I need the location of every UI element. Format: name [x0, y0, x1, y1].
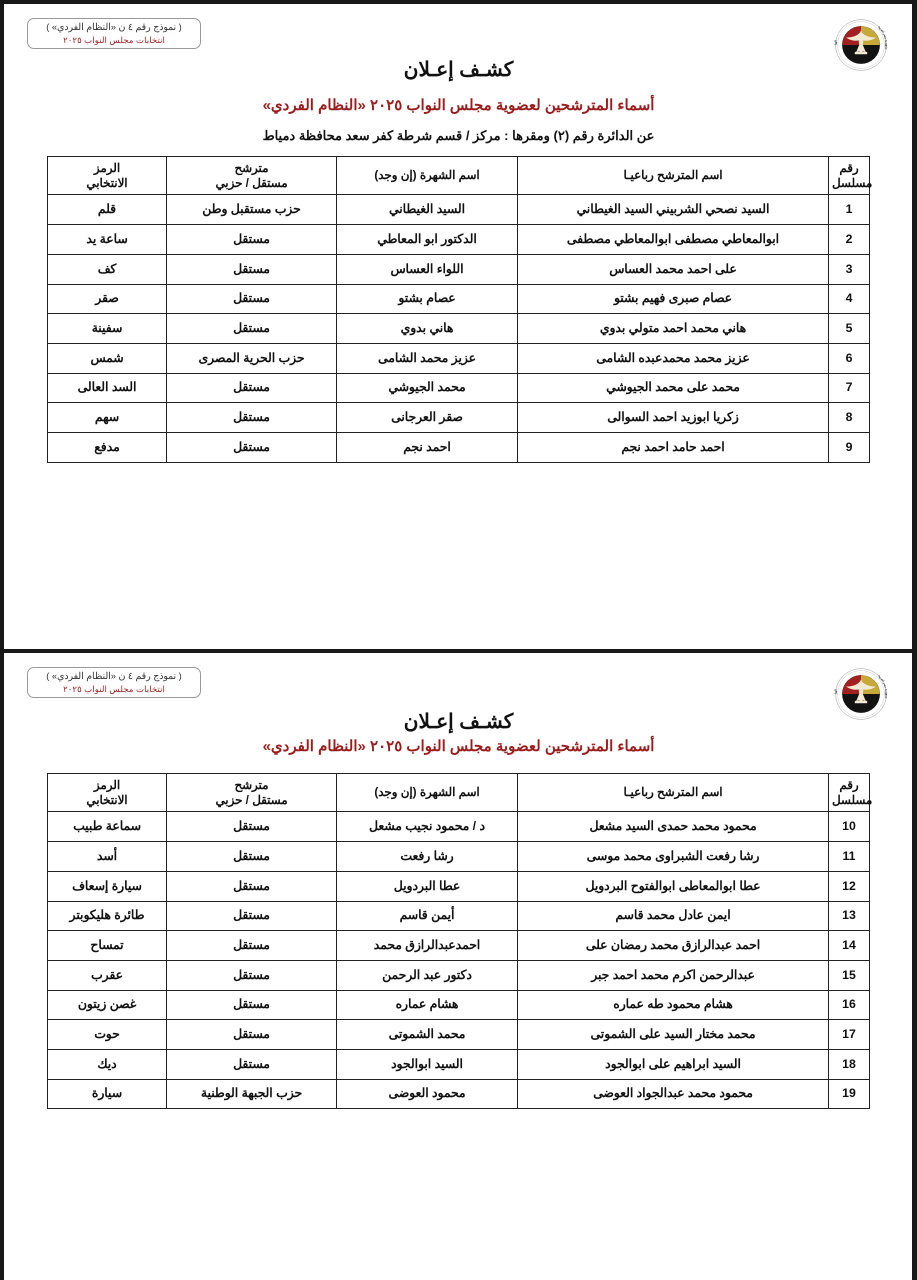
svg-text:الهيئة الوطنية للانتخابات: الهيئة الوطنية للانتخابات [830, 14, 838, 46]
svg-text:الهيئة الوطنية للانتخابات: الهيئة الوطنية للانتخابات [830, 663, 838, 695]
